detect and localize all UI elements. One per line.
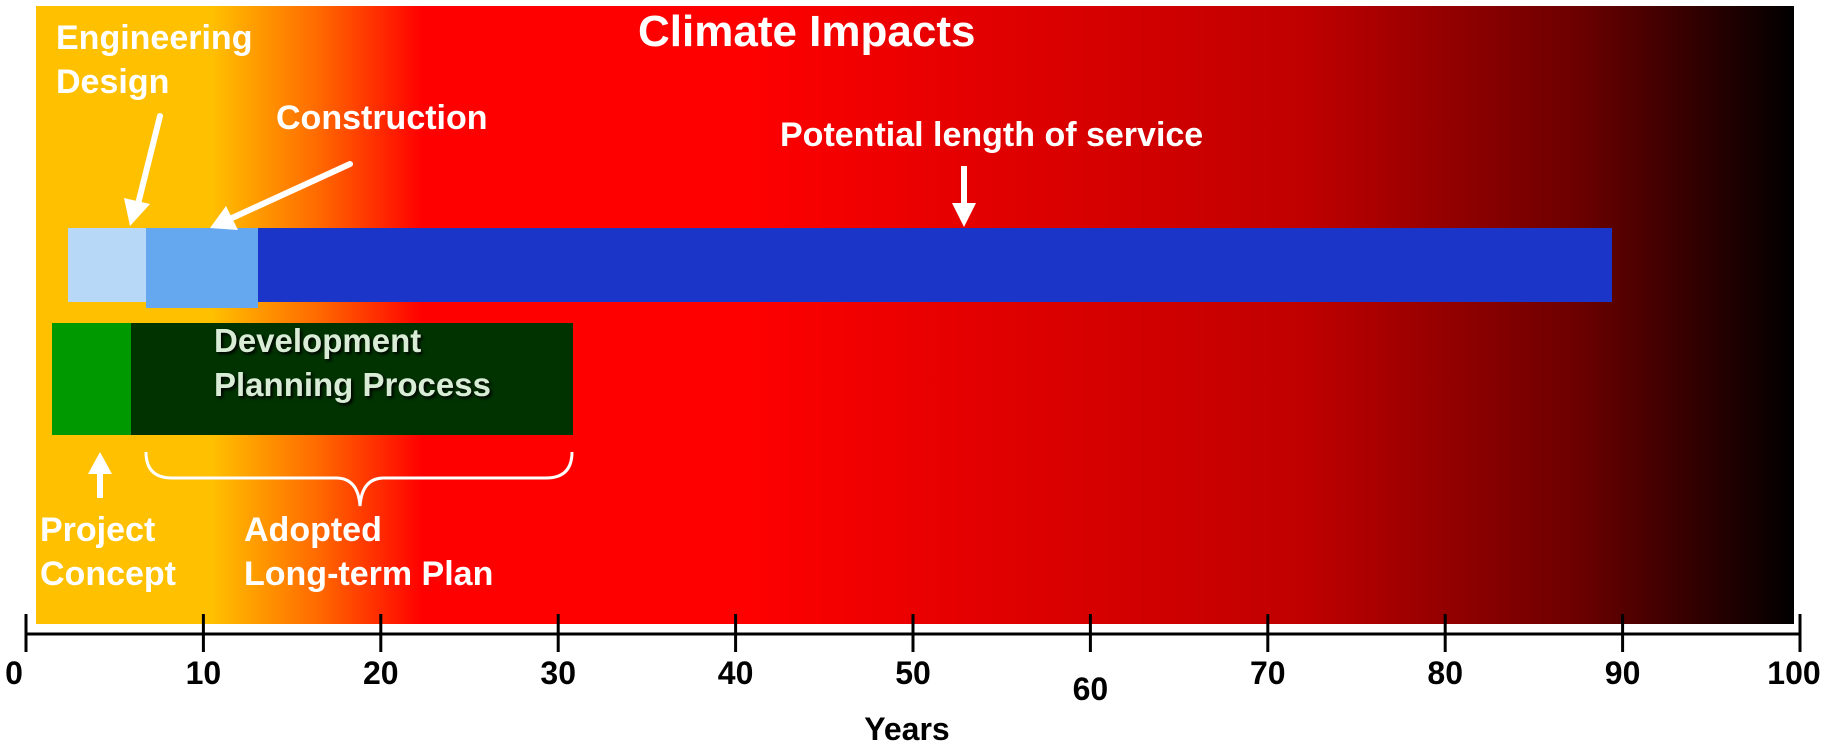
axis-tick-label-100: 100 xyxy=(1767,655,1820,691)
engineering-design-label: Engineering Design xyxy=(56,16,252,104)
axis-tick-label-20: 20 xyxy=(363,655,399,691)
construction-arrow xyxy=(210,161,353,230)
axis-tick-label-50: 50 xyxy=(895,655,931,691)
engineering-design-arrow xyxy=(124,113,163,226)
project-concept-arrow xyxy=(88,452,112,498)
project-concept-label: Project Concept xyxy=(40,508,176,596)
years-axis: 0 10 20 30 40 50 60 70 80 90 100 xyxy=(5,614,1821,707)
potential-service-label: Potential length of service xyxy=(780,116,1204,154)
adopted-plan-label-line1: Adopted xyxy=(244,511,382,549)
adopted-plan-label: Adopted Long-term Plan xyxy=(244,508,493,596)
adopted-plan-brace xyxy=(144,451,574,507)
climate-impacts-gradient-panel xyxy=(36,6,1794,624)
axis-tick-label-40: 40 xyxy=(718,655,754,691)
adopted-plan-label-line2: Long-term Plan xyxy=(244,555,494,594)
axis-tick-label-90: 90 xyxy=(1605,655,1641,691)
diagram-title: Climate Impacts xyxy=(638,7,976,56)
engineering-design-label-line1: Engineering xyxy=(56,19,253,57)
axis-tick-label-10: 10 xyxy=(186,655,222,691)
axis-title: Years xyxy=(864,711,949,741)
construction-label: Construction xyxy=(276,99,488,137)
axis-tick-label-30: 30 xyxy=(540,655,576,691)
engineering-design-label-line2: Design xyxy=(56,63,170,102)
potential-service-arrow xyxy=(952,166,976,227)
service-bar xyxy=(146,228,1612,302)
project-concept-bar xyxy=(52,323,132,435)
axis-tick-label-70: 70 xyxy=(1250,655,1286,691)
construction-bar xyxy=(146,228,258,308)
axis-tick-label-0: 0 xyxy=(5,655,23,691)
development-planning-label-line2: Planning Process xyxy=(214,366,491,404)
project-concept-label-line2: Concept xyxy=(40,555,176,594)
development-planning-label: Development Planning Process xyxy=(214,319,491,407)
engineering-design-bar xyxy=(68,228,148,302)
project-concept-label-line1: Project xyxy=(40,511,156,549)
development-planning-label-line1: Development xyxy=(214,322,422,359)
axis-tick-label-60: 60 xyxy=(1073,671,1109,707)
axis-tick-label-80: 80 xyxy=(1427,655,1463,691)
development-planning-bar xyxy=(131,323,573,435)
